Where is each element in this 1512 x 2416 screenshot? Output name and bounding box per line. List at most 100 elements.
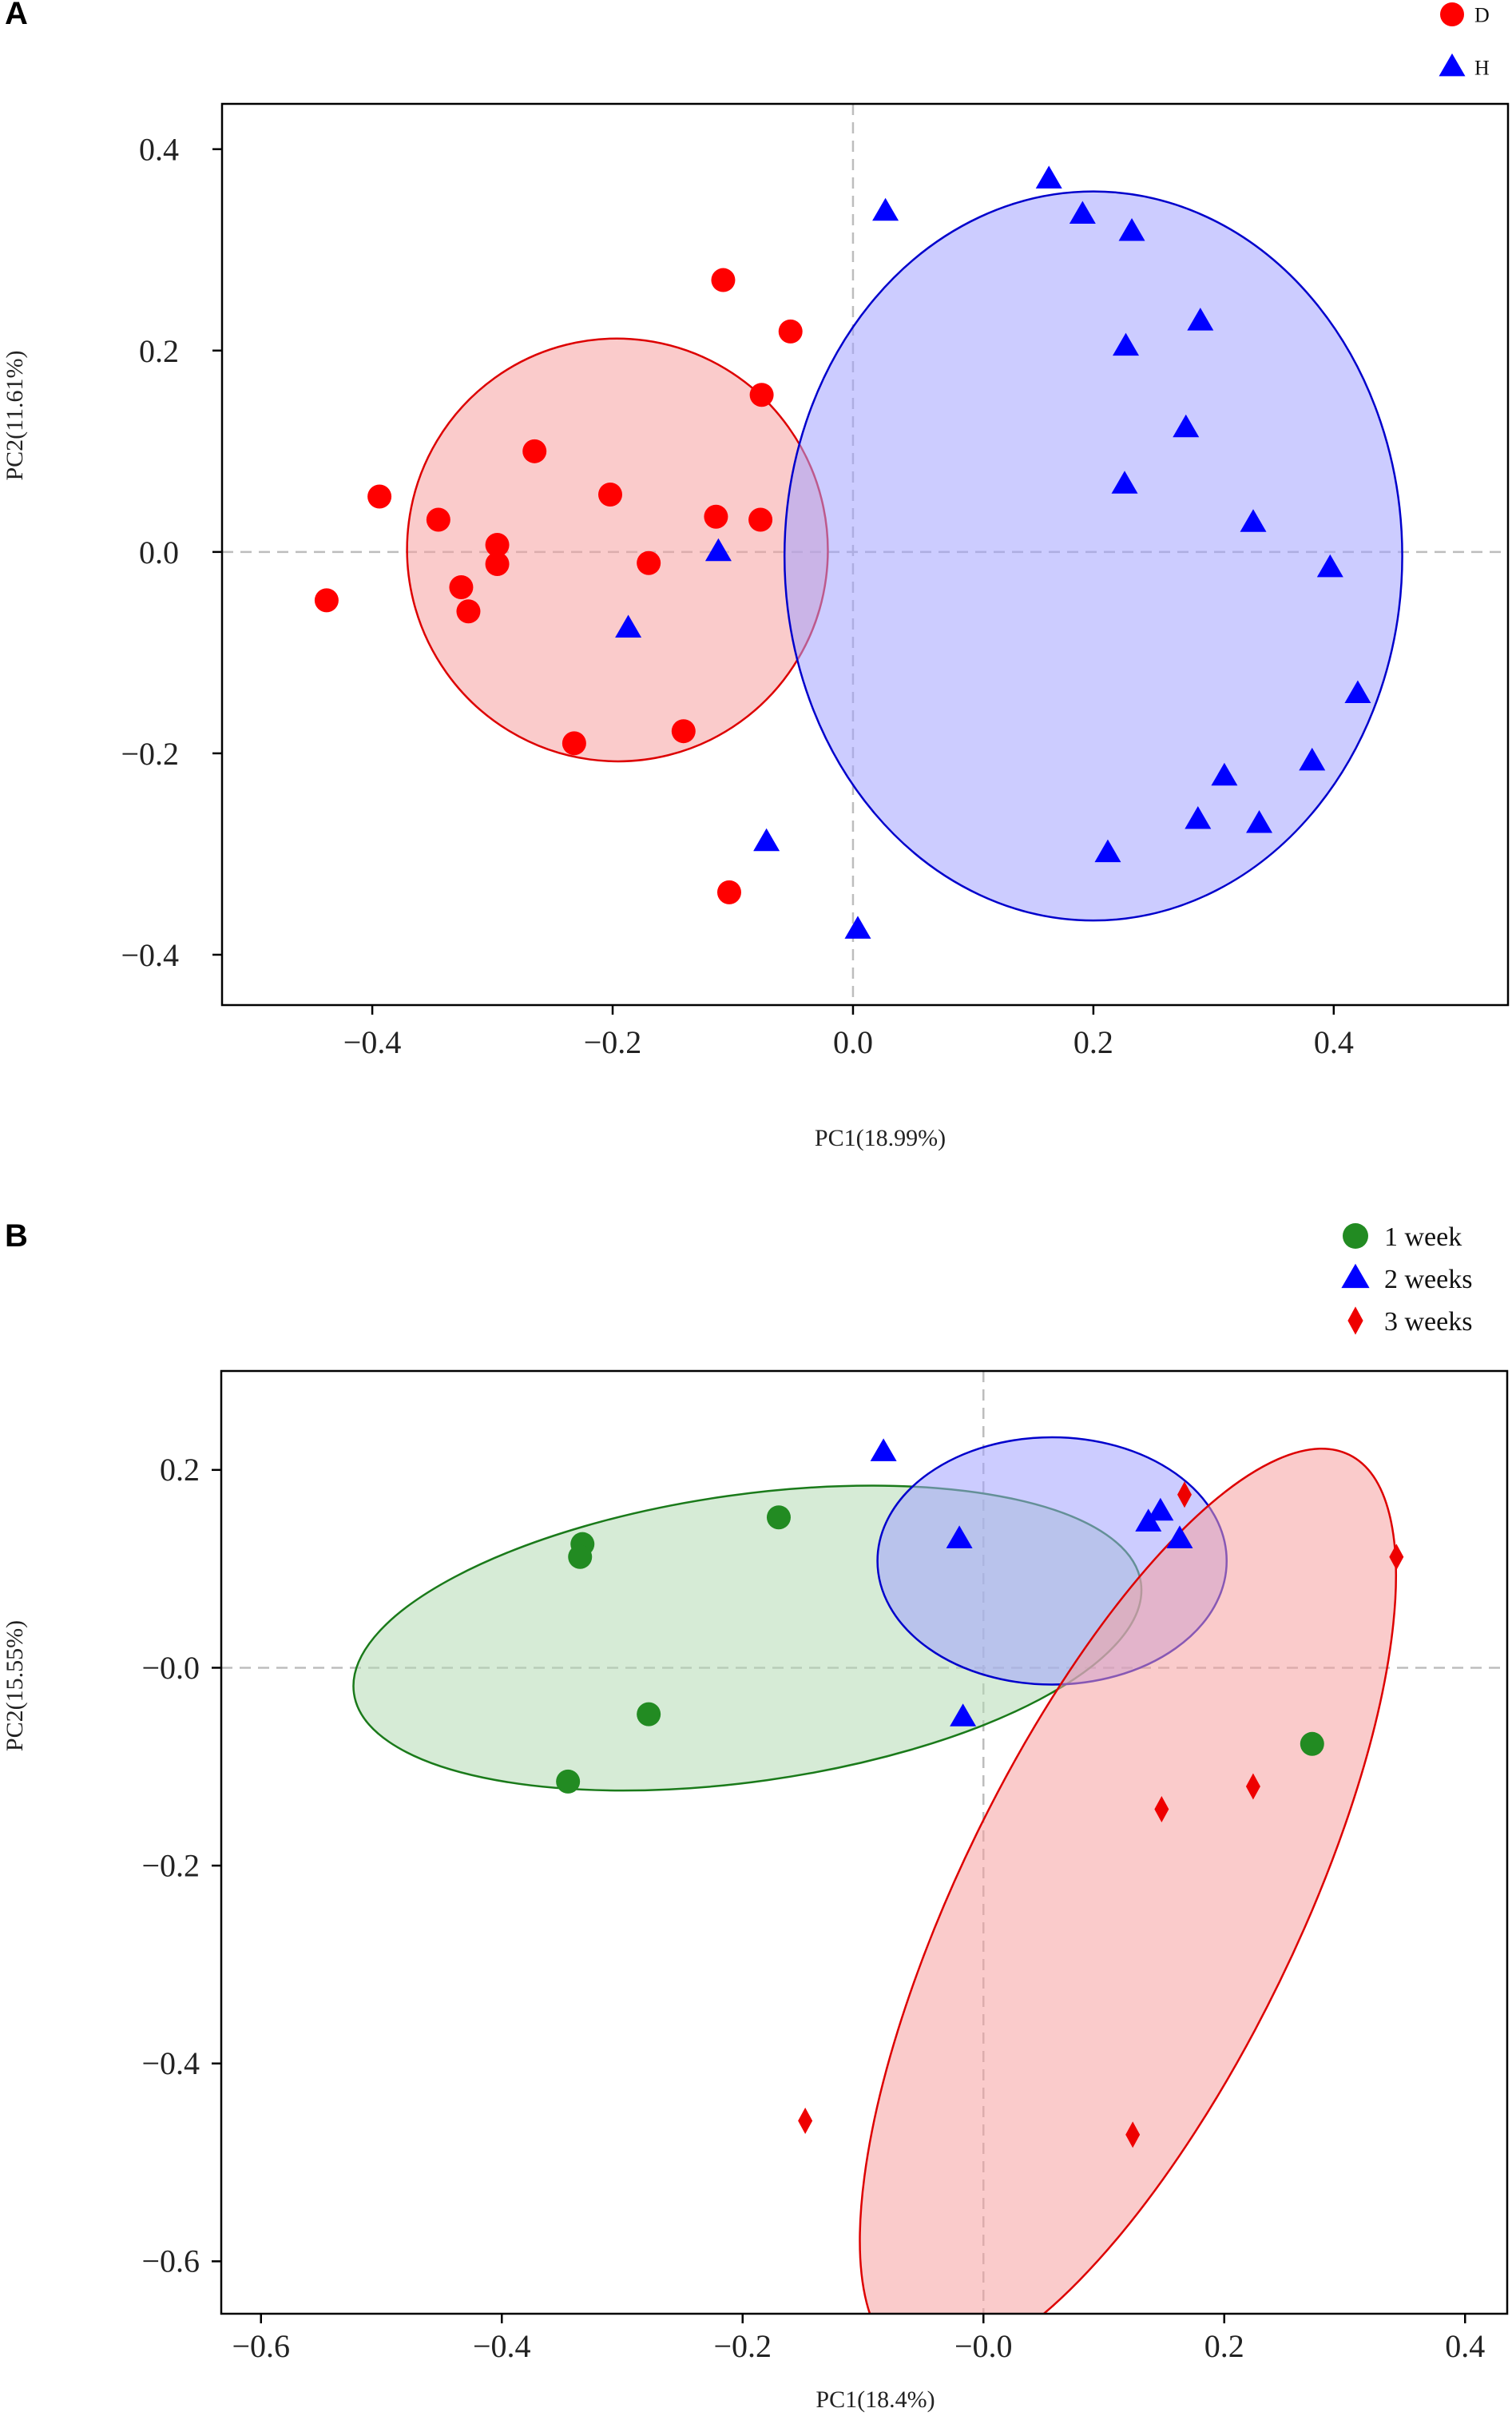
point-h-1 [704, 538, 732, 562]
point-h-3 [753, 828, 780, 852]
point-d-13 [704, 504, 728, 529]
point-h-15 [1344, 680, 1371, 703]
legend-marker-2-weeks [1341, 1263, 1370, 1289]
legend-a: DH [1439, 2, 1490, 79]
y-tick-label: −0.2 [121, 736, 179, 772]
point-h-7 [1069, 201, 1096, 225]
plot-frame-b [220, 1369, 1509, 2315]
point-h-8 [1118, 217, 1145, 241]
point-d-3 [426, 507, 450, 532]
point-d-4 [449, 574, 474, 599]
point-h-2 [615, 614, 642, 638]
y-tick-label: −0.2 [141, 1847, 200, 1883]
legend-label-1-week: 1 week [1384, 1222, 1462, 1252]
x-axis-title-a: PC1(18.99%) [815, 1125, 946, 1151]
point-h-11 [1173, 414, 1200, 438]
point-2-weeks-2 [946, 1525, 973, 1548]
y-tick-label: −0.4 [141, 2045, 200, 2081]
chart-panel-b: −0.6 −0.4 −0.2 −0.0 0.2 0.4 0.2 −0.0 −0.2 −0.4 −0.… [2, 1222, 1509, 2413]
point-h-20 [1094, 839, 1121, 863]
x-tick-label: 0.4 [1445, 2328, 1485, 2364]
y-tick-label: −0.0 [141, 1650, 200, 1686]
point-h-19 [1185, 805, 1212, 829]
legend-marker-d [1440, 2, 1464, 26]
point-d-17 [778, 319, 803, 344]
point-d-11 [562, 731, 586, 756]
point-3-weeks-3 [1154, 1796, 1169, 1823]
x-tick-label: −0.4 [473, 2328, 531, 2364]
y-axis-title-a: PC2(11.61%) [2, 350, 28, 480]
point-h-16 [1299, 747, 1326, 771]
point-d-1 [314, 588, 339, 613]
legend-b: 1 week 2 weeks 3 weeks [1341, 1222, 1472, 1337]
point-h-12 [1111, 471, 1138, 494]
point-d-5 [456, 599, 481, 624]
x-tick-label: 0.0 [833, 1024, 873, 1060]
point-d-7 [485, 551, 510, 576]
point-h-6 [1035, 165, 1062, 189]
point-3-weeks-5 [798, 2108, 813, 2135]
point-d-14 [711, 268, 736, 292]
y-tick-label: 0.2 [160, 1452, 200, 1488]
point-2-weeks-4 [1147, 1497, 1174, 1521]
point-1-week-4 [637, 1702, 661, 1727]
point-h-5 [872, 197, 899, 221]
point-h-13 [1240, 509, 1267, 532]
legend-marker-3-weeks [1347, 1306, 1363, 1335]
panel-label-b: B [5, 1218, 28, 1254]
point-d-18 [716, 880, 741, 904]
series-1-week [556, 1505, 1324, 1794]
point-2-weeks-5 [1166, 1525, 1193, 1548]
x-tick-label: −0.0 [954, 2328, 1013, 2364]
series-3-weeks [798, 1481, 1404, 2148]
x-tick-label: −0.2 [713, 2328, 772, 2364]
point-d-10 [637, 550, 661, 575]
x-tick-label: 0.2 [1204, 2328, 1244, 2364]
point-1-week-2 [568, 1544, 593, 1569]
y-tick-label: 0.4 [139, 132, 179, 168]
x-axis-title-b: PC1(18.4%) [816, 2386, 935, 2413]
point-h-18 [1246, 810, 1273, 833]
point-3-weeks-1 [1177, 1481, 1192, 1508]
point-d-2 [367, 484, 392, 509]
point-h-14 [1316, 554, 1343, 578]
y-tick-label: −0.4 [121, 937, 179, 973]
point-d-16 [748, 507, 773, 532]
point-d-12 [671, 719, 696, 744]
legend-label-2-weeks: 2 weeks [1384, 1265, 1472, 1294]
point-3-weeks-4 [1245, 1773, 1260, 1800]
legend-marker-h [1439, 53, 1466, 77]
series-h [615, 165, 1371, 939]
y-axis-title-b: PC2(15.55%) [2, 1620, 28, 1751]
x-tick-label: −0.4 [343, 1024, 402, 1060]
plot-area-b [221, 1371, 1507, 2314]
y-tick-label: 0.2 [139, 333, 179, 369]
point-h-9 [1113, 332, 1140, 356]
legend-label-d: D [1474, 3, 1490, 26]
y-tick-label: 0.0 [139, 534, 179, 570]
chart-panel-a: −0.4 −0.2 0.0 0.2 0.4 0.4 0.2 0.0 −0.2 −0.4 PC1(18… [2, 2, 1510, 1151]
series-d [314, 268, 803, 904]
x-tick-label: 0.4 [1314, 1024, 1354, 1060]
x-tick-label: −0.6 [232, 2328, 290, 2364]
point-1-week-5 [556, 1769, 581, 1794]
point-2-weeks-1 [870, 1438, 897, 1461]
ellipse-3-weeks [859, 1448, 1397, 2314]
legend-marker-1-week [1343, 1223, 1368, 1249]
point-d-15 [749, 383, 774, 407]
point-h-10 [1187, 308, 1214, 331]
point-d-8 [522, 439, 547, 463]
point-3-weeks-2 [1389, 1544, 1404, 1571]
point-2-weeks-6 [950, 1703, 977, 1727]
point-h-17 [1211, 762, 1238, 786]
point-1-week-3 [766, 1505, 791, 1530]
point-d-9 [598, 483, 623, 507]
point-d-6 [485, 533, 510, 558]
point-3-weeks-6 [1125, 2121, 1141, 2148]
plot-frame-a [220, 102, 1510, 1007]
ellipse-h [783, 190, 1403, 922]
x-tick-label: 0.2 [1073, 1024, 1113, 1060]
legend-label-3-weeks: 3 weeks [1384, 1307, 1472, 1337]
y-tick-label: −0.6 [141, 2243, 200, 2279]
